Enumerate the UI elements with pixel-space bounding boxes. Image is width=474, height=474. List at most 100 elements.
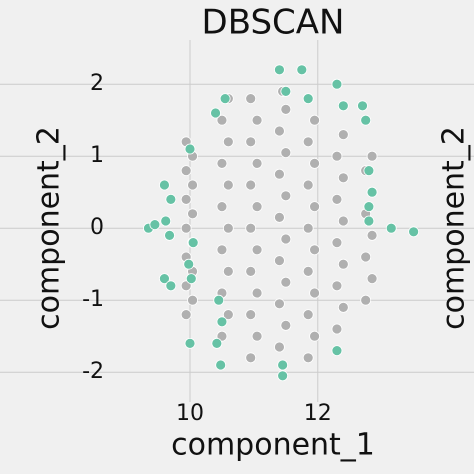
point bbox=[245, 352, 257, 364]
point bbox=[149, 219, 161, 231]
point bbox=[222, 222, 234, 234]
point bbox=[309, 244, 320, 256]
point bbox=[159, 273, 170, 285]
point bbox=[302, 309, 314, 321]
point bbox=[216, 316, 228, 328]
point bbox=[363, 215, 375, 227]
point bbox=[245, 136, 257, 148]
point bbox=[280, 104, 292, 115]
point bbox=[187, 208, 198, 220]
point bbox=[222, 309, 234, 321]
point bbox=[360, 294, 372, 306]
point bbox=[274, 125, 285, 137]
point bbox=[164, 229, 175, 241]
point bbox=[277, 359, 289, 371]
point bbox=[302, 352, 314, 364]
point bbox=[366, 186, 378, 198]
point bbox=[274, 168, 285, 180]
point bbox=[309, 157, 320, 169]
point bbox=[160, 215, 172, 227]
point bbox=[251, 244, 263, 256]
x-axis-label: component_1 bbox=[171, 428, 375, 463]
point bbox=[222, 179, 234, 191]
point bbox=[245, 179, 257, 191]
point bbox=[165, 193, 177, 205]
point bbox=[331, 193, 343, 205]
point bbox=[183, 258, 195, 270]
point bbox=[302, 136, 314, 148]
point bbox=[274, 64, 285, 76]
x-tick-label: 12 bbox=[304, 401, 332, 426]
point bbox=[331, 150, 343, 162]
points bbox=[143, 64, 420, 382]
point bbox=[309, 287, 320, 299]
point bbox=[274, 341, 285, 353]
point bbox=[337, 301, 349, 313]
point bbox=[187, 294, 198, 306]
point bbox=[309, 114, 320, 126]
y-tick-label: 2 bbox=[90, 71, 104, 96]
point bbox=[180, 165, 192, 177]
point bbox=[245, 222, 257, 234]
point bbox=[251, 201, 263, 213]
point bbox=[280, 86, 292, 97]
point bbox=[245, 265, 257, 277]
point bbox=[385, 222, 397, 234]
point bbox=[302, 179, 314, 191]
point bbox=[245, 309, 257, 321]
point bbox=[363, 165, 375, 177]
point bbox=[296, 64, 308, 76]
point bbox=[337, 258, 349, 270]
point bbox=[274, 255, 285, 267]
point bbox=[337, 172, 349, 184]
point bbox=[366, 150, 378, 162]
point bbox=[274, 298, 285, 310]
point bbox=[280, 190, 292, 202]
point bbox=[251, 287, 263, 299]
point bbox=[180, 222, 192, 234]
point bbox=[215, 359, 227, 371]
point bbox=[331, 237, 343, 249]
point bbox=[165, 280, 177, 292]
point bbox=[187, 237, 199, 249]
point bbox=[184, 143, 196, 155]
point bbox=[280, 319, 292, 331]
point bbox=[180, 193, 192, 205]
point bbox=[277, 370, 289, 382]
y-tick-label: -2 bbox=[82, 359, 104, 384]
point bbox=[216, 244, 228, 256]
point bbox=[219, 93, 231, 104]
point bbox=[302, 93, 314, 104]
point bbox=[245, 93, 257, 104]
y-tick-label: -1 bbox=[82, 287, 104, 312]
grid bbox=[0, 40, 474, 402]
point bbox=[337, 215, 349, 227]
y-tick-label: 0 bbox=[90, 215, 104, 240]
point bbox=[280, 233, 292, 245]
point bbox=[222, 265, 234, 277]
point bbox=[360, 114, 372, 126]
y-axis-label: component_2 bbox=[32, 126, 67, 330]
point bbox=[331, 280, 343, 292]
y-tick-label: 1 bbox=[90, 143, 104, 168]
point bbox=[331, 345, 343, 357]
point bbox=[331, 323, 343, 335]
point bbox=[366, 229, 378, 241]
point bbox=[280, 147, 292, 159]
point bbox=[302, 265, 314, 277]
point bbox=[366, 273, 378, 285]
point bbox=[222, 136, 234, 148]
point bbox=[337, 100, 349, 112]
point bbox=[357, 100, 368, 112]
point bbox=[159, 179, 170, 191]
point bbox=[216, 114, 228, 126]
point bbox=[331, 78, 343, 90]
point bbox=[309, 330, 320, 342]
point bbox=[280, 276, 292, 288]
point bbox=[251, 114, 263, 126]
point bbox=[187, 179, 198, 191]
x-tick-label: 10 bbox=[176, 401, 204, 426]
point bbox=[251, 157, 263, 169]
